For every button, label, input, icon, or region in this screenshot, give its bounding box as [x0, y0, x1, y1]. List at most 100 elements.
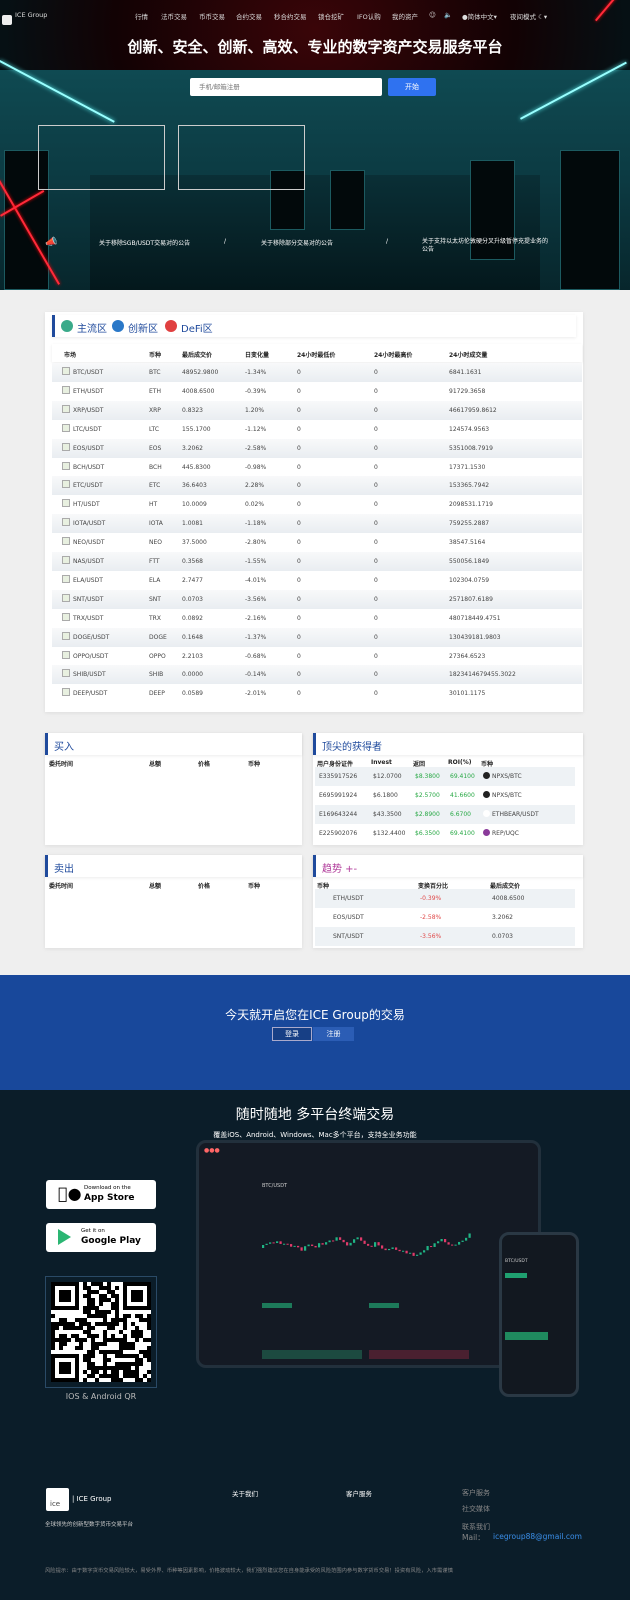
- footer-about[interactable]: 关于我们: [232, 1490, 258, 1498]
- market-row[interactable]: HT/USDT HT 10.0009 0.02% 0 0 2098531.1719: [52, 495, 582, 515]
- announcement-link[interactable]: 关于移除SGB/USDT交易对的公告: [99, 240, 191, 247]
- nav-spot[interactable]: 币币交易: [199, 13, 225, 21]
- app-store-small: Download on the: [84, 1185, 131, 1191]
- market-row[interactable]: NAS/USDT FTT 0.3568 -1.55% 0 0 550056.1849: [52, 552, 582, 571]
- google-play-button[interactable]: Get it on Google Play: [46, 1223, 156, 1252]
- top-earner-cell: E225902076: [319, 830, 358, 837]
- qr-module: [51, 1322, 55, 1326]
- market-table-header: 市场 币种 最后成交价 日变化量 24小时最低价 24小时最高价 24小时成交量: [52, 344, 582, 362]
- footer-link-service[interactable]: 客户服务: [462, 1489, 490, 1497]
- trend-cell: 0.0703: [492, 933, 513, 940]
- qr-module: [103, 1374, 107, 1378]
- market-row[interactable]: BTC/USDT BTC 48952.9800 -1.34% 0 0 6841.1631: [52, 363, 582, 382]
- market-cell: 0: [374, 387, 378, 395]
- sound-icon[interactable]: 🔈: [444, 11, 453, 19]
- footer-link-social[interactable]: 社交媒体: [462, 1505, 490, 1513]
- register-button[interactable]: 注册: [313, 1027, 354, 1041]
- footer-logo: ice: [46, 1488, 69, 1511]
- language-select[interactable]: ●简体中文▾: [462, 13, 497, 21]
- qr-module: [87, 1302, 91, 1306]
- trend-row[interactable]: SNT/USDT -3.56% 0.0703: [315, 927, 575, 946]
- market-row[interactable]: OPPO/USDT OPPO 2.2103 -0.68% 0 0 27364.6523: [52, 646, 582, 666]
- market-row[interactable]: TRX/USDT TRX 0.0892 -2.16% 0 0 480718449.4751: [52, 608, 582, 628]
- coin-icon: [483, 810, 490, 817]
- nav-futures[interactable]: 合约交易: [236, 13, 262, 21]
- qr-module: [59, 1338, 63, 1342]
- market-row[interactable]: SHIB/USDT SHIB 0.0000 -0.14% 0 0 1823414679455…: [52, 665, 582, 685]
- market-row[interactable]: SNT/USDT SNT 0.0703 -3.56% 0 0 2571807.6189: [52, 589, 582, 609]
- candle: [360, 1237, 363, 1241]
- banner-image[interactable]: [178, 125, 305, 190]
- market-row[interactable]: DOGE/USDT DOGE 0.1648 -1.37% 0 0 130439181.980…: [52, 627, 582, 647]
- market-row[interactable]: ETC/USDT ETC 36.6403 2.28% 0 0 153365.7942: [52, 476, 582, 496]
- brand-logo[interactable]: [2, 15, 12, 25]
- brand-name[interactable]: ICE Group: [15, 11, 48, 19]
- qr-module: [127, 1342, 131, 1346]
- nav-assets[interactable]: 我的资产: [392, 13, 418, 21]
- buy-title: 买入: [54, 742, 74, 753]
- candle: [384, 1248, 387, 1251]
- start-button[interactable]: 开始: [388, 78, 436, 96]
- market-row[interactable]: EOS/USDT EOS 3.2062 -2.58% 0 0 5351008.7919: [52, 438, 582, 458]
- qr-module: [119, 1354, 123, 1358]
- market-cell: LTC: [149, 425, 160, 433]
- market-cell: TRX/USDT: [73, 614, 104, 622]
- candle: [349, 1242, 352, 1246]
- signup-input[interactable]: [190, 78, 382, 96]
- announcement-link[interactable]: 关于移除部分交易对的公告: [261, 240, 334, 247]
- user-icon[interactable]: ☺: [429, 11, 436, 19]
- market-cell: 0.8323: [182, 406, 203, 414]
- hero-frame: [330, 170, 365, 230]
- qr-module: [119, 1318, 123, 1322]
- tab-defi[interactable]: DeFi区: [181, 324, 213, 335]
- market-row[interactable]: XRP/USDT XRP 0.8323 1.20% 0 0 46617959.8612: [52, 400, 582, 420]
- login-button[interactable]: 登录: [272, 1027, 312, 1041]
- night-mode-toggle[interactable]: 夜间模式 ☾▾: [510, 11, 547, 21]
- market-row[interactable]: LTC/USDT LTC 155.1700 -1.12% 0 0 124574.9563: [52, 419, 582, 439]
- qr-module: [123, 1314, 127, 1318]
- tab-innovation[interactable]: 创新区: [128, 324, 158, 335]
- app-store-button[interactable]: ● Download on the App Store: [46, 1180, 156, 1209]
- qr-module: [87, 1354, 91, 1358]
- market-cell: DEEP: [149, 690, 165, 698]
- announcement-link[interactable]: 关于支持以太坊伦敦硬分叉升级暂停充提业务的公告: [422, 238, 549, 253]
- qr-module: [51, 1346, 55, 1350]
- candle: [388, 1248, 391, 1251]
- top-earner-cell: 69.4100: [450, 830, 475, 837]
- top-earner-row: E225902076 $132.4400 $6.3500 69.4100 REP/UQC: [315, 824, 575, 843]
- qr-module: [63, 1338, 67, 1342]
- qr-code: [51, 1282, 151, 1382]
- qr-module: [115, 1286, 119, 1290]
- candle: [339, 1237, 342, 1240]
- nav-second-contract[interactable]: 秒合约交易: [274, 13, 307, 21]
- market-row[interactable]: ETH/USDT ETH 4008.6500 -0.39% 0 0 91729.3658: [52, 381, 582, 401]
- qr-module: [119, 1346, 123, 1350]
- banner-image[interactable]: [38, 125, 165, 190]
- tab-mainstream[interactable]: 主流区: [77, 324, 107, 335]
- qr-module: [75, 1318, 79, 1322]
- footer-mail-link[interactable]: icegroup88@gmail.com: [493, 1532, 582, 1541]
- candle: [321, 1243, 324, 1245]
- market-cell: 0: [297, 501, 301, 509]
- footer-service[interactable]: 客户服务: [346, 1490, 372, 1498]
- nav-staking[interactable]: 锁仓挖矿: [318, 13, 344, 21]
- market-row[interactable]: NEO/USDT NEO 37.5000 -2.80% 0 0 38547.5164: [52, 533, 582, 553]
- market-cell: 1.20%: [245, 406, 265, 414]
- market-row[interactable]: ELA/USDT ELA 2.7477 -4.01% 0 0 102304.0759: [52, 570, 582, 590]
- trend-row[interactable]: ETH/USDT -0.39% 4008.6500: [315, 889, 575, 908]
- sell-column-header: 价格: [198, 883, 211, 890]
- coin-icon: [62, 612, 70, 621]
- candle: [398, 1249, 401, 1252]
- qr-module: [95, 1366, 99, 1370]
- market-row[interactable]: DEEP/USDT DEEP 0.0589 -2.01% 0 0 30101.1175: [52, 684, 582, 704]
- market-row[interactable]: BCH/USDT BCH 445.8300 -0.98% 0 0 17371.1530: [52, 457, 582, 477]
- market-row[interactable]: IOTA/USDT IOTA 1.0081 -1.18% 0 0 759255.2887: [52, 514, 582, 534]
- candle: [377, 1242, 380, 1246]
- nav-market[interactable]: 行情: [135, 13, 148, 21]
- qr-module: [127, 1314, 131, 1318]
- trend-row[interactable]: EOS/USDT -2.58% 3.2062: [315, 908, 575, 927]
- top-earners-title: 顶尖的获得者: [322, 742, 382, 753]
- nav-ifo[interactable]: IFO认购: [357, 13, 381, 21]
- qr-module: [103, 1314, 107, 1318]
- nav-fiat[interactable]: 法币交易: [161, 13, 187, 21]
